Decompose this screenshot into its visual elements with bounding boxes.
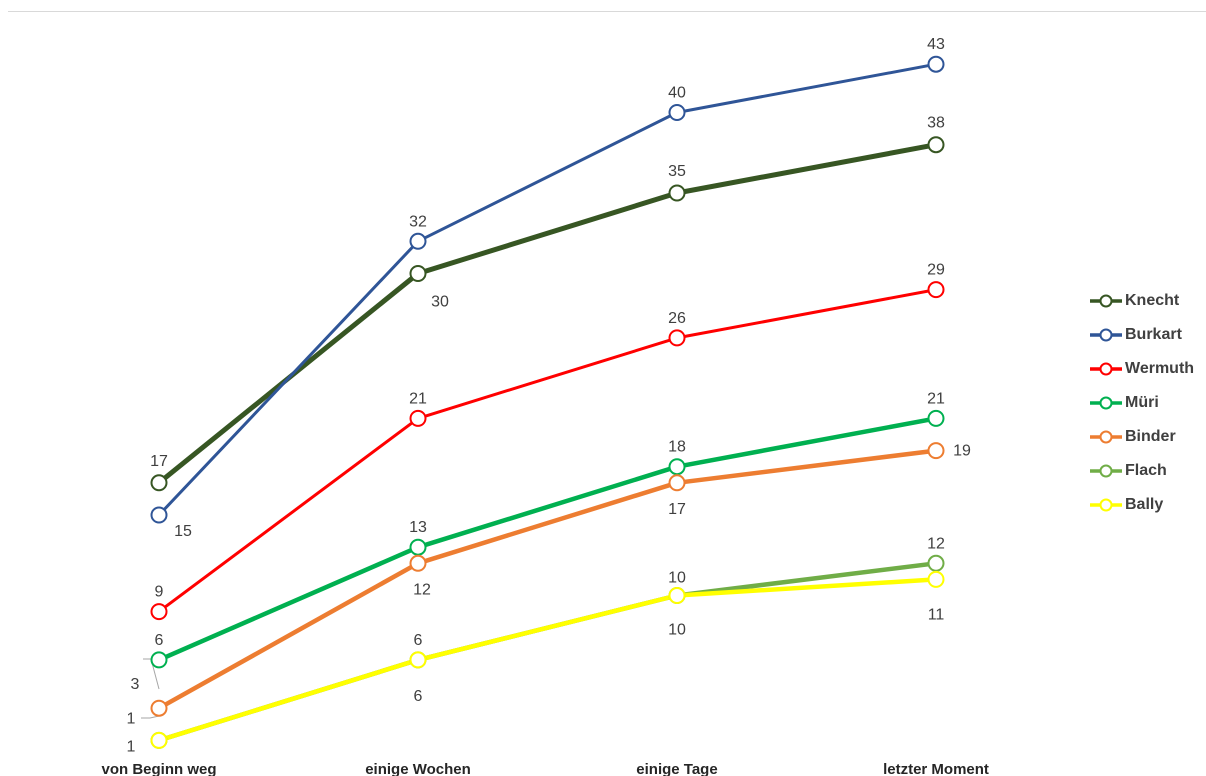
marker-binder-1 [150,699,168,717]
marker-wermuth-2 [409,409,427,427]
leader-line-2 [141,715,160,719]
data-label-knecht-4: 38 [927,115,945,132]
marker-burkart-4 [927,55,945,73]
data-label-wermuth-3: 26 [668,310,686,327]
legend-label-knecht: Knecht [1125,292,1180,309]
marker-burkart-3 [668,104,686,121]
category-label-4: letzter Moment [883,761,989,776]
marker-wermuth-1 [150,603,168,621]
category-axis-labels: von Beginn weg einige Wochen einige Tage le… [101,761,988,776]
legend: Knecht Burkart Wermuth Müri Binder Flach Bally [1088,284,1206,522]
legend-swatch-muri [1090,396,1122,410]
data-label-bally-3: 10 [668,570,686,587]
legend-label-burkart: Burkart [1125,326,1182,343]
data-label-knecht-3: 35 [668,163,686,180]
series-markers [150,55,945,749]
marker-binder-2 [409,554,427,572]
legend-label-wermuth: Wermuth [1125,360,1195,377]
data-label-bally-2: 6 [414,688,423,705]
data-label-binder-2: 12 [413,581,431,598]
marker-binder-3 [668,474,686,492]
marker-flach-4 [927,554,945,572]
category-label-3: einige Tage [636,761,717,776]
data-label-flach-3: 10 [668,622,686,639]
category-label-2: einige Wochen [365,761,471,776]
data-label-flach-1: 1 [127,710,136,727]
data-label-muri-2: 13 [409,519,427,536]
legend-swatch-bally [1090,498,1122,512]
data-label-muri-1: 6 [155,632,164,649]
data-label-knecht-1: 17 [150,453,168,470]
legend-item-binder: Binder [1088,420,1206,454]
legend-item-flach: Flach [1088,454,1206,488]
legend-item-burkart: Burkart [1088,318,1206,352]
legend-swatch-flach [1090,464,1122,478]
marker-knecht-4 [927,136,945,154]
chart-top-border [8,11,1206,12]
series-line-muri [156,416,939,663]
legend-item-wermuth: Wermuth [1088,352,1206,386]
series-line-burkart [157,62,938,517]
marker-muri-3 [668,458,686,476]
marker-bally-1 [150,731,168,749]
legend-swatch-wermuth [1090,362,1122,376]
category-label-1: von Beginn weg [101,761,216,776]
data-label-wermuth-2: 21 [409,390,427,407]
data-label-binder-4: 19 [953,443,971,460]
legend-label-muri: Müri [1125,394,1159,411]
data-label-binder-3: 17 [668,501,686,518]
data-label-wermuth-1: 9 [155,584,164,601]
series-line-knecht [156,142,939,486]
data-label-flach-2: 6 [414,632,423,649]
legend-item-bally: Bally [1088,488,1206,522]
marker-muri-4 [927,409,945,427]
legend-swatch-binder [1090,430,1122,444]
legend-swatch-knecht [1090,294,1122,308]
series-lines [156,62,939,743]
marker-bally-2 [409,651,427,669]
data-label-burkart-3: 40 [668,85,686,102]
legend-label-binder: Binder [1125,428,1176,445]
data-label-burkart-1: 15 [174,523,192,540]
series-line-bally [156,577,939,743]
data-labels: 17 30 35 38 15 32 40 43 9 21 26 29 6 13 18 21 3 12 17 19 1 6 1… [127,36,971,755]
marker-knecht-2 [409,265,427,282]
data-label-knecht-2: 30 [431,294,449,311]
marker-binder-4 [927,442,945,460]
data-label-burkart-4: 43 [927,36,945,53]
data-label-bally-1: 1 [127,738,136,755]
data-label-muri-4: 21 [927,390,945,407]
legend-label-flach: Flach [1125,462,1167,479]
marker-burkart-2 [409,232,427,250]
data-label-burkart-2: 32 [409,213,427,230]
legend-item-knecht: Knecht [1088,284,1206,318]
data-label-bally-4: 11 [928,606,945,623]
data-label-flach-4: 12 [927,535,945,552]
marker-burkart-1 [150,506,168,524]
marker-knecht-3 [668,184,686,202]
series-line-wermuth [157,288,938,614]
marker-knecht-1 [150,474,168,492]
legend-item-muri: Müri [1088,386,1206,420]
legend-swatch-burkart [1090,328,1122,342]
data-label-muri-3: 18 [668,439,686,456]
marker-bally-3 [668,587,686,604]
series-line-binder [156,448,939,711]
marker-wermuth-4 [927,281,945,299]
marker-muri-1 [150,651,168,669]
marker-wermuth-3 [668,329,686,347]
data-label-wermuth-4: 29 [927,262,945,279]
marker-muri-2 [409,538,427,556]
data-label-binder-1: 3 [131,676,140,693]
marker-bally-4 [927,570,945,588]
legend-label-bally: Bally [1125,496,1164,513]
series-line-flach [156,561,939,743]
